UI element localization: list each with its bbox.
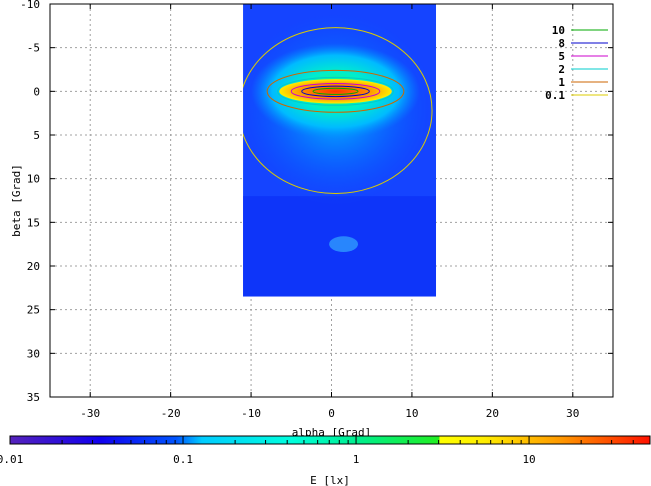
colorbar-label: E [lx]: [310, 474, 350, 486]
colorbar: [9, 435, 651, 445]
x-tick-label: -10: [241, 407, 261, 420]
contour-lines: [243, 27, 433, 194]
y-tick-label: 5: [33, 129, 40, 142]
y-tick-label: 10: [27, 173, 40, 186]
y-axis-label: beta [Grad]: [10, 164, 23, 237]
x-tick-label: 20: [486, 407, 499, 420]
y-tick-label: 15: [27, 216, 40, 229]
y-tick-label: -5: [27, 42, 40, 55]
contour-0.1: [243, 27, 433, 194]
legend-label: 5: [558, 50, 565, 63]
contour-1: [266, 69, 405, 113]
contour-5: [290, 82, 381, 100]
colorbar-tick-label: 0.1: [173, 453, 193, 466]
heatmap-spot: [329, 236, 359, 253]
x-axis-ticks: -30 -20 -10 0 10 20 30: [80, 4, 579, 420]
y-tick-label: 35: [27, 391, 40, 404]
y-tick-label: -10: [20, 0, 40, 11]
heatmap-core: [279, 79, 392, 104]
legend-label: 10: [552, 24, 565, 37]
colorbar-tick-label: 1: [353, 453, 360, 466]
legend-label: 0.1: [545, 89, 565, 102]
colorbar-tick-label: 10: [522, 453, 535, 466]
contour-8: [301, 85, 370, 98]
x-tick-label: 30: [566, 407, 579, 420]
x-tick-label: -20: [161, 407, 181, 420]
legend-label: 1: [558, 76, 565, 89]
legend-label: 2: [558, 63, 565, 76]
y-tick-label: 20: [27, 260, 40, 273]
x-tick-label: 10: [405, 407, 418, 420]
colorbar-tick-label: 0.01: [0, 453, 23, 466]
y-tick-label: 25: [27, 304, 40, 317]
heatmap: [243, 4, 437, 297]
y-tick-label: 30: [27, 347, 40, 360]
contour-10: [312, 87, 359, 95]
contour-2: [277, 76, 394, 106]
x-tick-label: -30: [80, 407, 100, 420]
colorbar-ticks: 0.01 0.1 1 10: [0, 436, 651, 466]
x-tick-label: 0: [328, 407, 335, 420]
y-tick-label: 0: [33, 85, 40, 98]
legend-label: 8: [558, 37, 565, 50]
